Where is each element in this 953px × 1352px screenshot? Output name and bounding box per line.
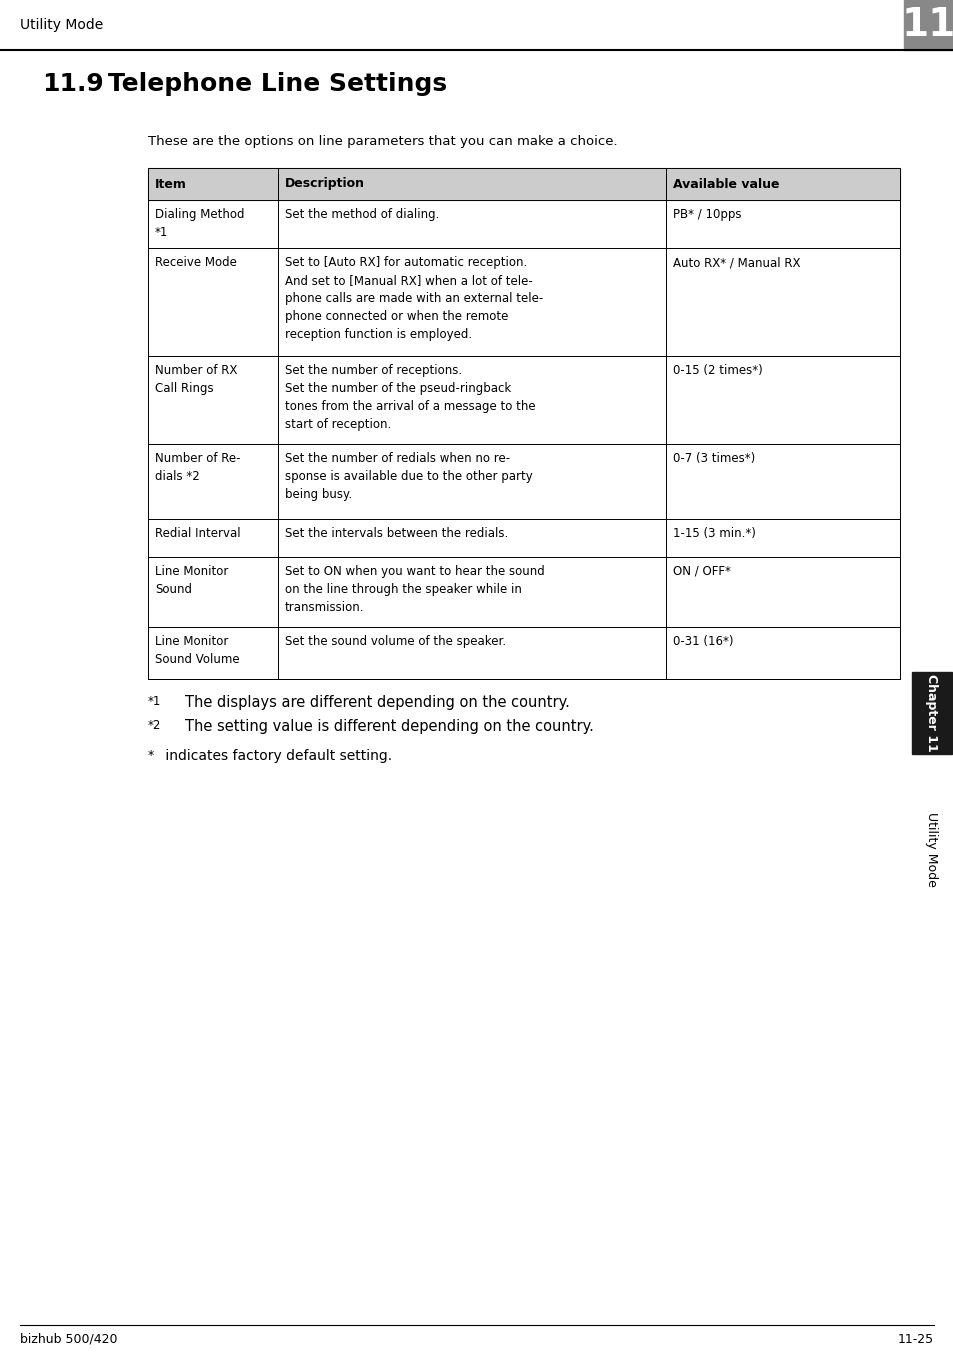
Text: Line Monitor
Sound: Line Monitor Sound	[154, 565, 228, 596]
Text: 11: 11	[901, 5, 953, 45]
Text: indicates factory default setting.: indicates factory default setting.	[161, 749, 392, 763]
Text: Receive Mode: Receive Mode	[154, 256, 236, 269]
Text: Set the intervals between the redials.: Set the intervals between the redials.	[285, 527, 508, 539]
Text: Set to ON when you want to hear the sound
on the line through the speaker while : Set to ON when you want to hear the soun…	[285, 565, 544, 614]
Text: *1: *1	[148, 695, 161, 708]
Text: Number of RX
Call Rings: Number of RX Call Rings	[154, 364, 237, 395]
Text: PB* / 10pps: PB* / 10pps	[672, 208, 740, 220]
Bar	[903, 0, 953, 50]
Text: Number of Re-
dials *2: Number of Re- dials *2	[154, 452, 240, 483]
Text: Line Monitor
Sound Volume: Line Monitor Sound Volume	[154, 635, 239, 667]
Bar	[148, 168, 899, 200]
Text: Set the method of dialing.: Set the method of dialing.	[285, 208, 439, 220]
Text: Set the number of receptions.
Set the number of the pseud-ringback
tones from th: Set the number of receptions. Set the nu…	[285, 364, 535, 431]
Text: 0-15 (2 times*): 0-15 (2 times*)	[672, 364, 762, 377]
Text: 11.9: 11.9	[42, 72, 104, 96]
Text: The setting value is different depending on the country.: The setting value is different depending…	[185, 719, 594, 734]
Text: Chapter 11: Chapter 11	[924, 675, 938, 752]
Text: 0-7 (3 times*): 0-7 (3 times*)	[672, 452, 755, 465]
Text: Dialing Method
*1: Dialing Method *1	[154, 208, 244, 239]
Text: Utility Mode: Utility Mode	[924, 811, 938, 887]
Text: Utility Mode: Utility Mode	[20, 18, 103, 32]
Text: Set the number of redials when no re-
sponse is available due to the other party: Set the number of redials when no re- sp…	[285, 452, 532, 502]
Text: 1-15 (3 min.*): 1-15 (3 min.*)	[672, 527, 755, 539]
Text: *2: *2	[148, 719, 161, 731]
Text: 0-31 (16*): 0-31 (16*)	[672, 635, 733, 648]
Text: Set to [Auto RX] for automatic reception.
And set to [Manual RX] when a lot of t: Set to [Auto RX] for automatic reception…	[285, 256, 542, 341]
Text: Description: Description	[285, 177, 365, 191]
Text: The displays are different depending on the country.: The displays are different depending on …	[185, 695, 569, 710]
Text: Telephone Line Settings: Telephone Line Settings	[108, 72, 447, 96]
Text: Redial Interval: Redial Interval	[154, 527, 240, 539]
Text: Auto RX* / Manual RX: Auto RX* / Manual RX	[672, 256, 800, 269]
Text: *: *	[148, 749, 154, 763]
Text: 11-25: 11-25	[897, 1333, 933, 1347]
Text: ON / OFF*: ON / OFF*	[672, 565, 730, 579]
Text: bizhub 500/420: bizhub 500/420	[20, 1333, 117, 1347]
Bar	[148, 168, 899, 679]
Bar	[911, 672, 951, 754]
Text: Available value: Available value	[672, 177, 779, 191]
Text: Item: Item	[154, 177, 187, 191]
Bar	[0, 0, 953, 50]
Text: These are the options on line parameters that you can make a choice.: These are the options on line parameters…	[148, 135, 617, 147]
Text: Set the sound volume of the speaker.: Set the sound volume of the speaker.	[285, 635, 506, 648]
